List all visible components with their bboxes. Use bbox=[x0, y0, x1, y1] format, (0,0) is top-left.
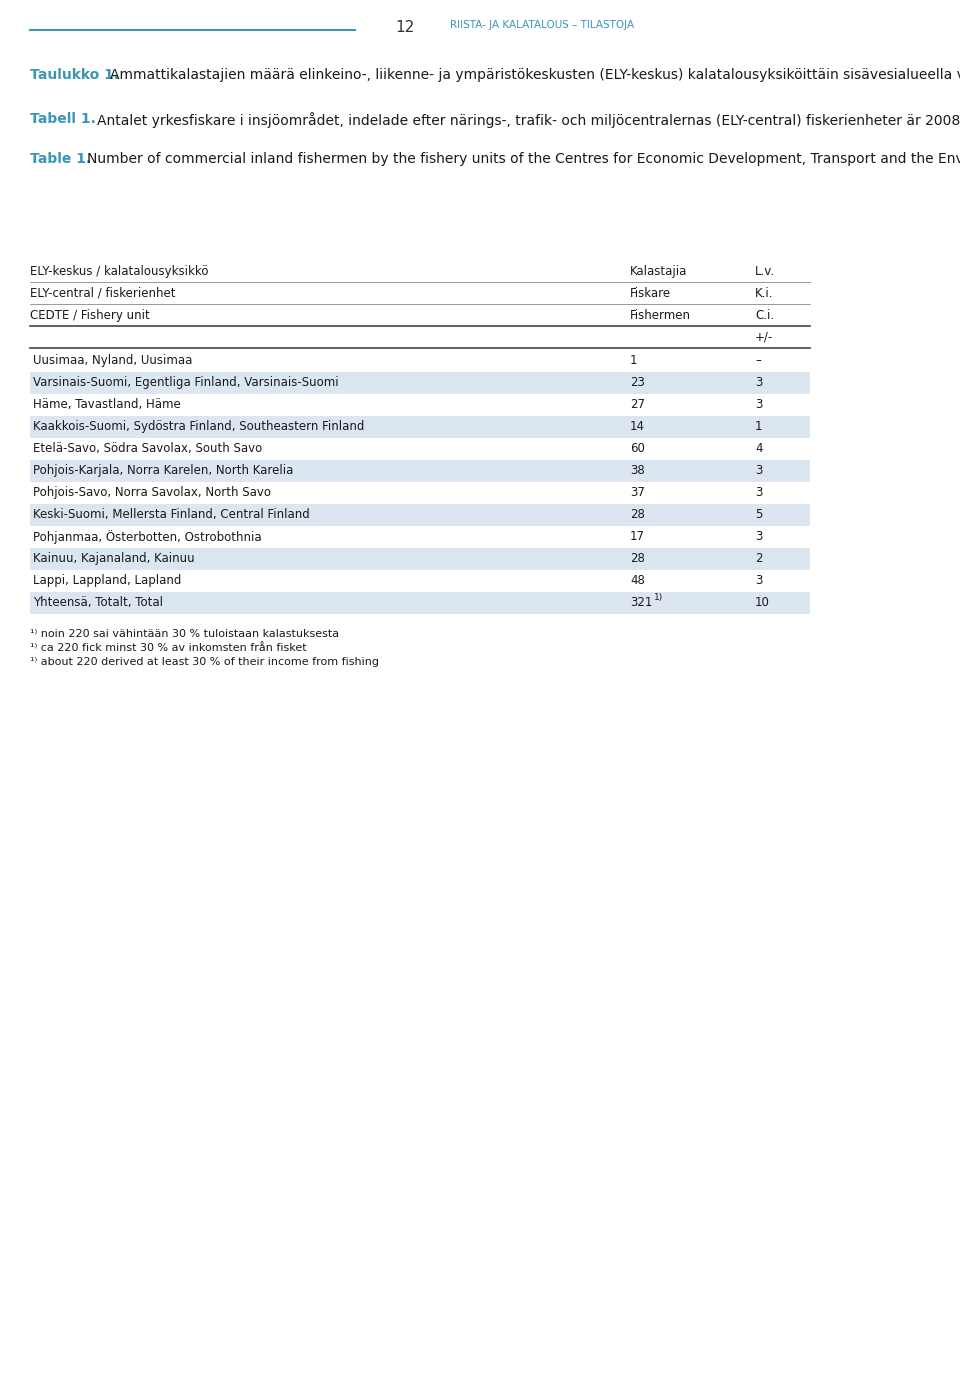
Text: 14: 14 bbox=[630, 420, 645, 433]
Text: 1: 1 bbox=[755, 420, 762, 433]
Text: Kainuu, Kajanaland, Kainuu: Kainuu, Kajanaland, Kainuu bbox=[33, 552, 195, 565]
Text: Antalet yrkesfiskare i insjöområdet, indelade efter närings-, trafik- och miljöc: Antalet yrkesfiskare i insjöområdet, ind… bbox=[97, 113, 960, 128]
Text: RIISTA- JA KALATALOUS – TILASTOJA: RIISTA- JA KALATALOUS – TILASTOJA bbox=[450, 19, 635, 31]
Text: ¹⁾ noin 220 sai vähintään 30 % tuloistaan kalastuksesta: ¹⁾ noin 220 sai vähintään 30 % tuloistaa… bbox=[30, 629, 339, 638]
Text: 17: 17 bbox=[630, 530, 645, 542]
Text: Yhteensä, Totalt, Total: Yhteensä, Totalt, Total bbox=[33, 595, 163, 609]
Text: Uusimaa, Nyland, Uusimaa: Uusimaa, Nyland, Uusimaa bbox=[33, 353, 192, 367]
Text: 3: 3 bbox=[755, 376, 762, 389]
Text: Kaakkois-Suomi, Sydöstra Finland, Southeastern Finland: Kaakkois-Suomi, Sydöstra Finland, Southe… bbox=[33, 420, 365, 433]
Text: 2: 2 bbox=[755, 552, 762, 565]
Text: 321: 321 bbox=[630, 595, 653, 609]
Text: CEDTE / Fishery unit: CEDTE / Fishery unit bbox=[30, 309, 150, 321]
Text: 1: 1 bbox=[630, 353, 637, 367]
Text: Tabell 1.: Tabell 1. bbox=[30, 113, 96, 127]
Text: +/-: +/- bbox=[755, 331, 773, 344]
Text: 3: 3 bbox=[755, 465, 762, 477]
Text: 28: 28 bbox=[630, 508, 645, 522]
Bar bbox=[30, 416, 810, 438]
Text: 48: 48 bbox=[630, 574, 645, 587]
Text: 3: 3 bbox=[755, 530, 762, 542]
Text: 10: 10 bbox=[755, 595, 770, 609]
Text: Häme, Tavastland, Häme: Häme, Tavastland, Häme bbox=[33, 398, 180, 410]
Text: 5: 5 bbox=[755, 508, 762, 522]
Text: –: – bbox=[755, 353, 761, 367]
Text: 3: 3 bbox=[755, 574, 762, 587]
Text: Lappi, Lappland, Lapland: Lappi, Lappland, Lapland bbox=[33, 574, 181, 587]
Text: 23: 23 bbox=[630, 376, 645, 389]
Bar bbox=[30, 504, 810, 526]
Text: Varsinais-Suomi, Egentliga Finland, Varsinais-Suomi: Varsinais-Suomi, Egentliga Finland, Vars… bbox=[33, 376, 339, 389]
Text: 27: 27 bbox=[630, 398, 645, 410]
Text: K.i.: K.i. bbox=[755, 287, 774, 300]
Bar bbox=[30, 460, 810, 483]
Text: Table 1.: Table 1. bbox=[30, 152, 91, 166]
Text: ELY-central / fiskerienhet: ELY-central / fiskerienhet bbox=[30, 287, 176, 300]
Text: Taulukko 1.: Taulukko 1. bbox=[30, 68, 119, 82]
Text: Pohjanmaa, Österbotten, Ostrobothnia: Pohjanmaa, Österbotten, Ostrobothnia bbox=[33, 530, 262, 544]
Text: 28: 28 bbox=[630, 552, 645, 565]
Bar bbox=[30, 371, 810, 394]
Text: Pohjois-Karjala, Norra Karelen, North Karelia: Pohjois-Karjala, Norra Karelen, North Ka… bbox=[33, 465, 294, 477]
Text: Number of commercial inland fishermen by the fishery units of the Centres for Ec: Number of commercial inland fishermen by… bbox=[87, 152, 960, 166]
Bar bbox=[30, 548, 810, 570]
Text: ELY-keskus / kalatalousyksikkö: ELY-keskus / kalatalousyksikkö bbox=[30, 266, 208, 278]
Text: 12: 12 bbox=[396, 19, 415, 35]
Text: Ammattikalastajien määrä elinkeino-, liikenne- ja ympäristökeskusten (ELY-keskus: Ammattikalastajien määrä elinkeino-, lii… bbox=[110, 68, 960, 82]
Text: 3: 3 bbox=[755, 398, 762, 410]
Text: ¹⁾ about 220 derived at least 30 % of their income from fishing: ¹⁾ about 220 derived at least 30 % of th… bbox=[30, 657, 379, 668]
Text: ¹⁾ ca 220 fick minst 30 % av inkomsten från fisket: ¹⁾ ca 220 fick minst 30 % av inkomsten f… bbox=[30, 643, 306, 652]
Text: 38: 38 bbox=[630, 465, 645, 477]
Text: L.v.: L.v. bbox=[755, 266, 775, 278]
Text: 4: 4 bbox=[755, 442, 762, 455]
Text: C.i.: C.i. bbox=[755, 309, 774, 321]
Bar bbox=[30, 593, 810, 613]
Text: Keski-Suomi, Mellersta Finland, Central Finland: Keski-Suomi, Mellersta Finland, Central … bbox=[33, 508, 310, 522]
Text: Kalastajia: Kalastajia bbox=[630, 266, 687, 278]
Text: 1): 1) bbox=[654, 593, 663, 602]
Text: Fishermen: Fishermen bbox=[630, 309, 691, 321]
Text: 37: 37 bbox=[630, 485, 645, 499]
Text: Fiskare: Fiskare bbox=[630, 287, 671, 300]
Text: Pohjois-Savo, Norra Savolax, North Savo: Pohjois-Savo, Norra Savolax, North Savo bbox=[33, 485, 271, 499]
Text: 60: 60 bbox=[630, 442, 645, 455]
Text: 3: 3 bbox=[755, 485, 762, 499]
Text: Etelä-Savo, Södra Savolax, South Savo: Etelä-Savo, Södra Savolax, South Savo bbox=[33, 442, 262, 455]
